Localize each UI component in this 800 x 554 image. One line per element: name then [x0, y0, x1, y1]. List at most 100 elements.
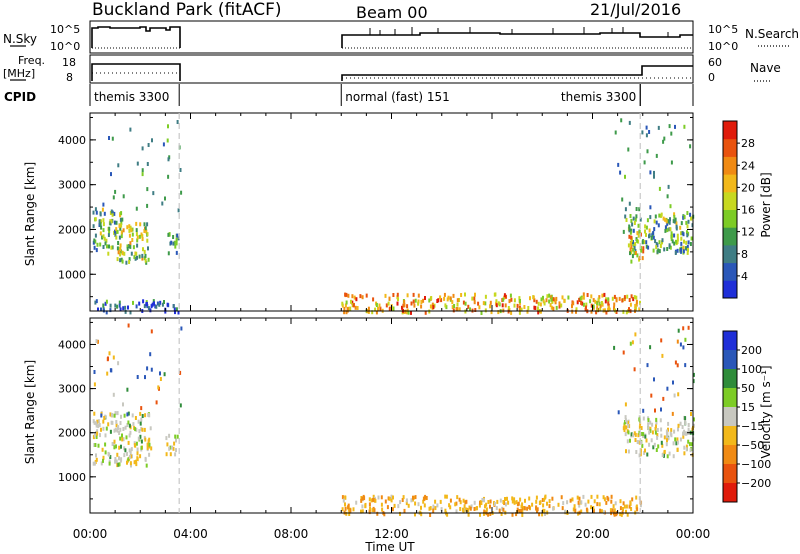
data-cell [134, 427, 137, 432]
data-cell [687, 219, 690, 224]
data-cell [464, 500, 467, 505]
data-cell [136, 235, 139, 240]
data-cell [684, 337, 687, 342]
colorbar-swatch [723, 209, 737, 228]
data-cell [602, 495, 605, 500]
data-cell [501, 506, 504, 511]
data-cell [116, 428, 119, 433]
data-cell [598, 295, 601, 300]
data-cell [422, 499, 425, 504]
data-cell [92, 210, 95, 215]
data-cell [638, 453, 641, 458]
data-cell [551, 496, 554, 501]
data-cell [433, 303, 436, 308]
data-cell [141, 256, 144, 261]
data-cell [133, 255, 136, 260]
data-cell [150, 329, 153, 334]
data-cell [167, 174, 170, 179]
data-cell [110, 172, 112, 177]
data-cell [540, 297, 543, 302]
data-cell [670, 234, 673, 239]
data-cell [605, 310, 608, 315]
nave-label: Nave [750, 61, 781, 75]
data-cell [139, 421, 142, 426]
data-cell [646, 218, 649, 223]
data-cell [350, 299, 352, 304]
data-cell [130, 228, 133, 233]
data-cell [636, 231, 639, 236]
data-cell [414, 495, 417, 500]
data-cell [127, 420, 130, 425]
data-cell [648, 228, 651, 233]
data-cell [121, 437, 124, 442]
data-cell [393, 503, 396, 508]
data-cell [638, 207, 641, 212]
data-cell [669, 217, 671, 222]
data-cell [120, 414, 122, 419]
x-tick-labels: 00:00 04:00 08:00 12:00 16:00 20:00 00:00 [73, 527, 711, 541]
y-tick-label: 2000 [58, 427, 86, 440]
data-cell [120, 457, 123, 462]
data-cell [367, 306, 370, 311]
velocity-panel: 1000 2000 3000 4000 [58, 317, 695, 517]
data-cell [517, 501, 520, 506]
data-cell [594, 299, 597, 304]
data-cell [549, 303, 552, 308]
data-cell [535, 499, 538, 504]
data-cell [375, 303, 378, 307]
data-cell [114, 411, 117, 416]
data-cell [685, 240, 688, 245]
data-cell [649, 205, 652, 210]
data-cell [519, 497, 522, 502]
data-cell [651, 422, 654, 427]
data-cell [420, 304, 423, 309]
data-cell [653, 174, 655, 179]
data-cell [600, 301, 603, 305]
data-cell [396, 292, 399, 297]
data-cell [412, 292, 415, 297]
data-cell [548, 299, 551, 304]
y-tick-label: 1000 [58, 471, 86, 484]
data-cell [120, 223, 123, 228]
data-cell [388, 306, 391, 311]
data-cell [624, 214, 627, 219]
data-cell [392, 306, 395, 311]
data-cell [596, 494, 599, 499]
data-cell [667, 421, 670, 426]
data-cell [666, 228, 669, 233]
data-cell [132, 245, 135, 250]
data-cell [478, 305, 481, 310]
data-cell [637, 433, 640, 438]
colorbar-swatch [723, 407, 737, 427]
data-cell [134, 416, 137, 420]
cpid-label: CPID [4, 90, 36, 104]
data-cell [454, 502, 457, 507]
data-cell [502, 500, 505, 504]
data-cell [673, 212, 676, 217]
data-cell [520, 509, 523, 513]
data-cell [122, 194, 125, 199]
data-cell [121, 251, 124, 256]
data-cell [175, 241, 178, 246]
data-cell [447, 295, 450, 300]
data-cell [590, 294, 593, 299]
data-cell [587, 499, 590, 504]
data-cell [126, 244, 129, 249]
data-cell [140, 445, 143, 450]
data-cell [630, 245, 633, 250]
data-cell [147, 257, 150, 262]
data-cell [508, 299, 511, 304]
data-cell [651, 430, 654, 435]
data-cell [686, 211, 689, 215]
data-cell [655, 448, 658, 452]
data-cell [636, 440, 639, 444]
x-tick-label: 08:00 [274, 527, 309, 541]
data-cell [116, 246, 119, 251]
data-cell [114, 303, 117, 308]
data-cell [629, 241, 632, 246]
data-cell [625, 449, 627, 454]
date-label: 21/Jul/2016 [590, 0, 681, 19]
data-cell [686, 244, 689, 249]
data-cell [118, 462, 121, 467]
data-cell [110, 209, 113, 214]
